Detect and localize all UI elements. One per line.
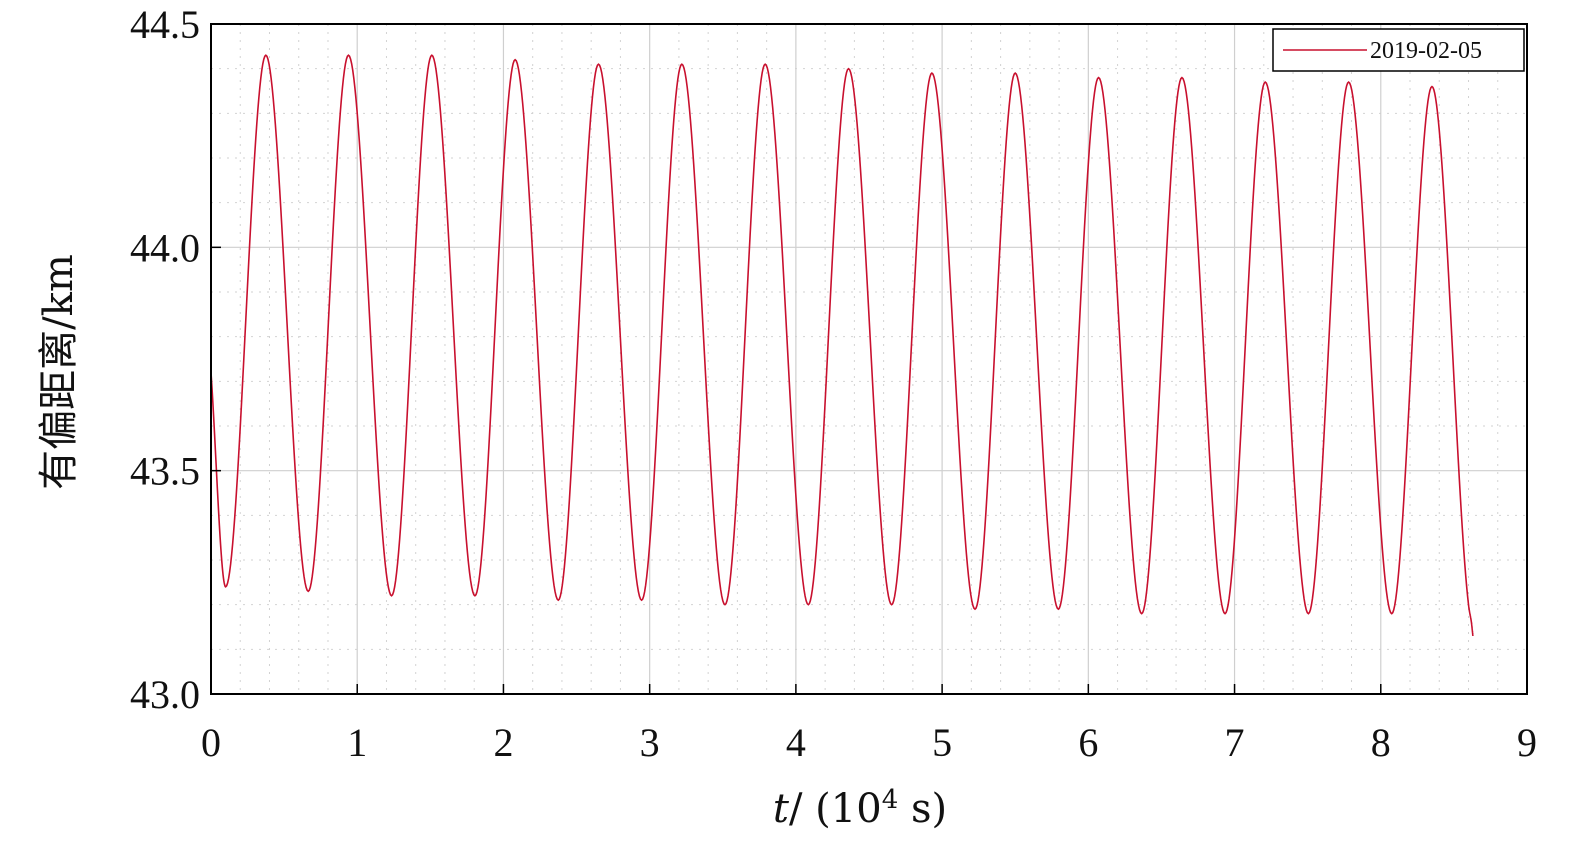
minor-grid <box>211 24 1527 694</box>
series-layer <box>210 54 1474 637</box>
x-axis-ticks: 0 1 2 3 4 5 6 7 8 9 <box>201 684 1537 765</box>
series-line <box>210 54 1474 637</box>
x-axis-exponent: 4 <box>882 785 899 815</box>
x-tick-label: 4 <box>786 720 806 765</box>
y-tick-label: 44.5 <box>130 2 200 47</box>
x-axis-title-rest: / (10 <box>789 786 882 832</box>
y-tick-label: 44.0 <box>130 225 200 270</box>
y-axis-title: 有偏距离/km <box>36 254 82 490</box>
x-tick-label: 9 <box>1517 720 1537 765</box>
y-tick-label: 43.0 <box>130 672 200 717</box>
x-tick-label: 7 <box>1225 720 1245 765</box>
x-axis-unit: s) <box>898 786 947 832</box>
y-tick-label: 43.5 <box>130 449 200 494</box>
x-tick-label: 3 <box>640 720 660 765</box>
x-tick-label: 2 <box>493 720 513 765</box>
y-axis-ticks: 43.0 43.5 44.0 44.5 <box>130 2 221 717</box>
x-axis-variable: t <box>773 786 790 832</box>
x-axis-title: t/ (104 s) <box>773 785 947 832</box>
x-tick-label: 5 <box>932 720 952 765</box>
plot-frame <box>210 23 1528 695</box>
legend-label: 2019-02-05 <box>1370 38 1482 64</box>
legend: 2019-02-05 <box>1272 28 1525 72</box>
x-tick-label: 6 <box>1078 720 1098 765</box>
x-tick-label: 0 <box>201 720 221 765</box>
x-tick-label: 1 <box>347 720 367 765</box>
x-tick-label: 8 <box>1371 720 1391 765</box>
major-grid <box>211 24 1527 694</box>
